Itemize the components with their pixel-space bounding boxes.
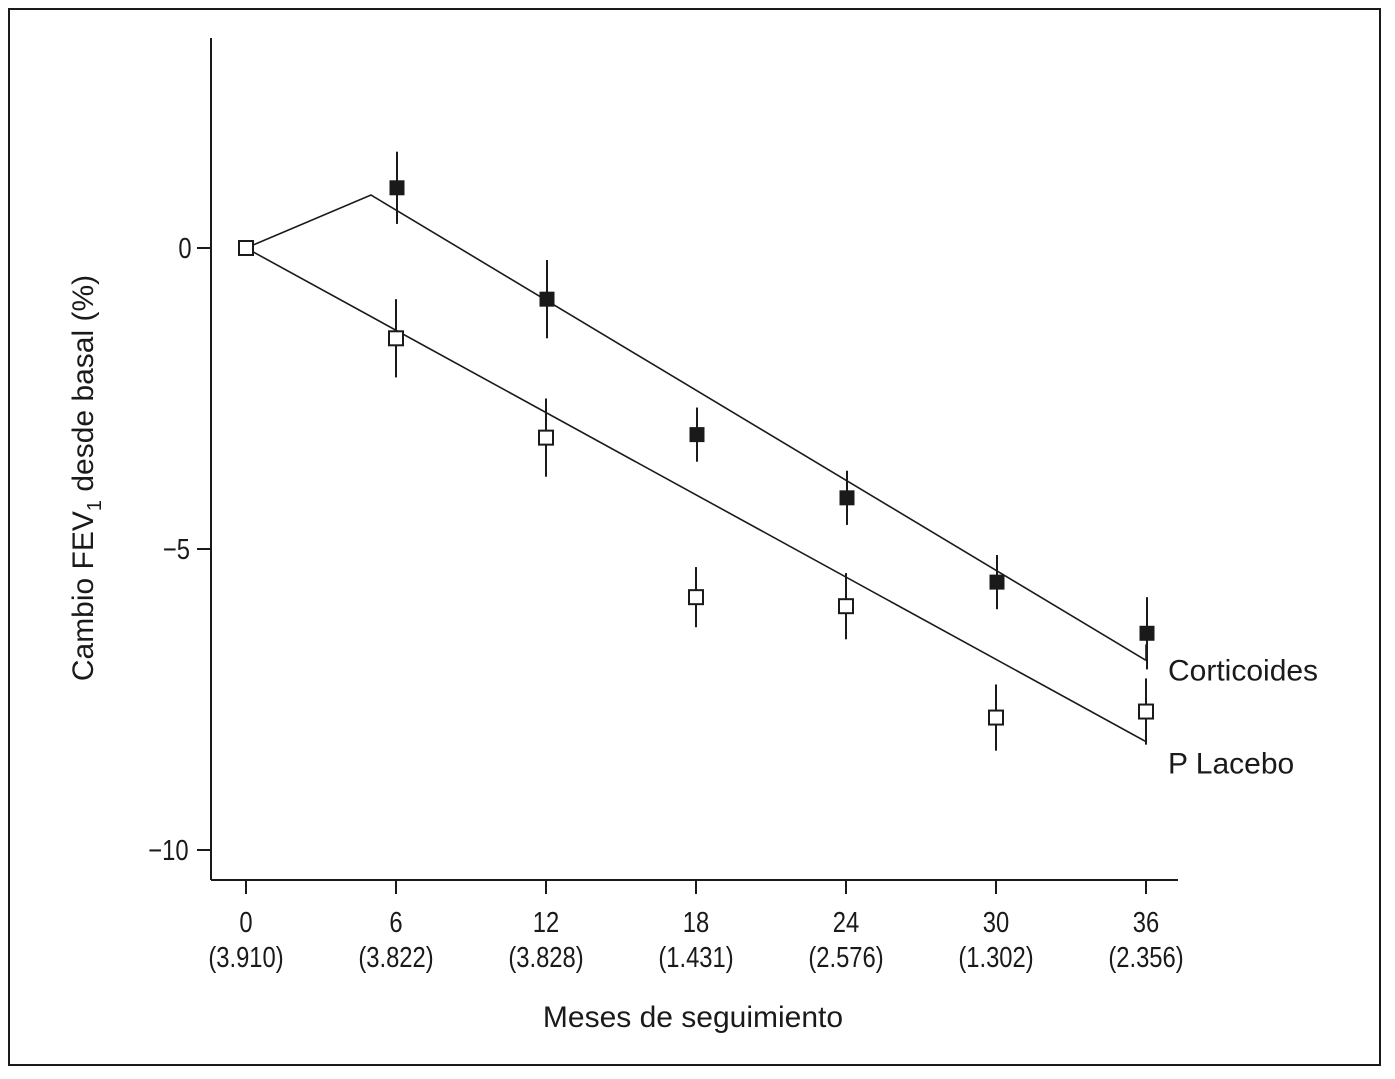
- x-tick-label: 0: [239, 906, 252, 939]
- x-tick-sublabel: (1.302): [958, 941, 1033, 974]
- marker-open-square: [538, 429, 554, 446]
- x-tick-label: 12: [533, 906, 559, 939]
- x-tick-sublabel: (3.822): [358, 941, 433, 974]
- marker-filled-square: [689, 427, 705, 443]
- x-tick-label: 30: [983, 906, 1009, 939]
- x-axis-ticks: 0(3.910) 6(3.822) 12(3.828) 18(1.431) 24(2.5…: [208, 880, 1184, 974]
- x-tick-sublabel: (3.828): [508, 941, 583, 974]
- series-labels: Corticoides P Lacebo: [1168, 654, 1318, 780]
- marker-open-square: [238, 240, 254, 256]
- y-axis-ticks: 0 −5 −10: [148, 232, 211, 867]
- marker-open-square: [838, 598, 854, 615]
- marker-open-square: [388, 330, 404, 347]
- y-axis-title: Cambio FEV1 desde basal (%): [67, 275, 106, 681]
- marker-filled-square: [389, 180, 405, 196]
- x-tick-sublabel: (2.356): [1108, 941, 1183, 974]
- y-tick-label: 0: [178, 232, 191, 265]
- series-label-1: P Lacebo: [1168, 748, 1294, 781]
- marker-filled-square: [839, 490, 855, 506]
- y-tick-label: −10: [148, 834, 188, 867]
- y-axis-title-rest: desde basal (%): [67, 275, 100, 500]
- x-tick-label: 24: [833, 906, 859, 939]
- x-tick-label: 18: [683, 906, 709, 939]
- marker-filled-square: [989, 574, 1005, 590]
- series-label-0: Corticoides: [1168, 654, 1318, 687]
- x-tick-label: 36: [1133, 906, 1159, 939]
- fit-lines: [245, 194, 1147, 743]
- x-tick-sublabel: (2.576): [808, 941, 883, 974]
- error-bars: [395, 151, 1148, 751]
- figure-frame: [8, 8, 1381, 1066]
- data-markers: [238, 180, 1155, 726]
- marker-filled-square: [539, 291, 555, 307]
- y-axis-title-main: Cambio FEV: [67, 511, 100, 681]
- x-axis-title: Meses de seguimiento: [543, 1001, 843, 1034]
- x-tick-sublabel: (1.431): [658, 941, 733, 974]
- marker-open-square: [988, 709, 1004, 726]
- y-axis-title-subscript: 1: [84, 500, 106, 511]
- x-tick-sublabel: (3.910): [208, 941, 283, 974]
- x-tick-label: 6: [389, 906, 402, 939]
- marker-open-square: [688, 589, 704, 606]
- marker-filled-square: [1139, 625, 1155, 641]
- marker-open-square: [1138, 703, 1154, 720]
- fit-line-0: [245, 194, 1147, 662]
- fit-line-1: [245, 247, 1147, 743]
- y-tick-label: −5: [163, 533, 190, 566]
